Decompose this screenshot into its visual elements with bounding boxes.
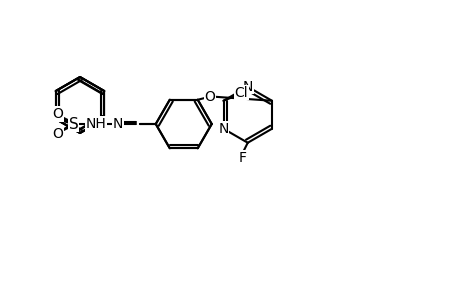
Text: Cl: Cl [234, 86, 248, 100]
Text: NH: NH [85, 117, 106, 131]
Text: O: O [52, 127, 63, 141]
Text: S: S [69, 116, 78, 131]
Text: F: F [238, 151, 246, 165]
Text: O: O [204, 90, 215, 104]
Text: N: N [218, 122, 228, 136]
Text: N: N [242, 80, 252, 94]
Text: O: O [52, 107, 63, 121]
Text: N: N [112, 117, 123, 131]
